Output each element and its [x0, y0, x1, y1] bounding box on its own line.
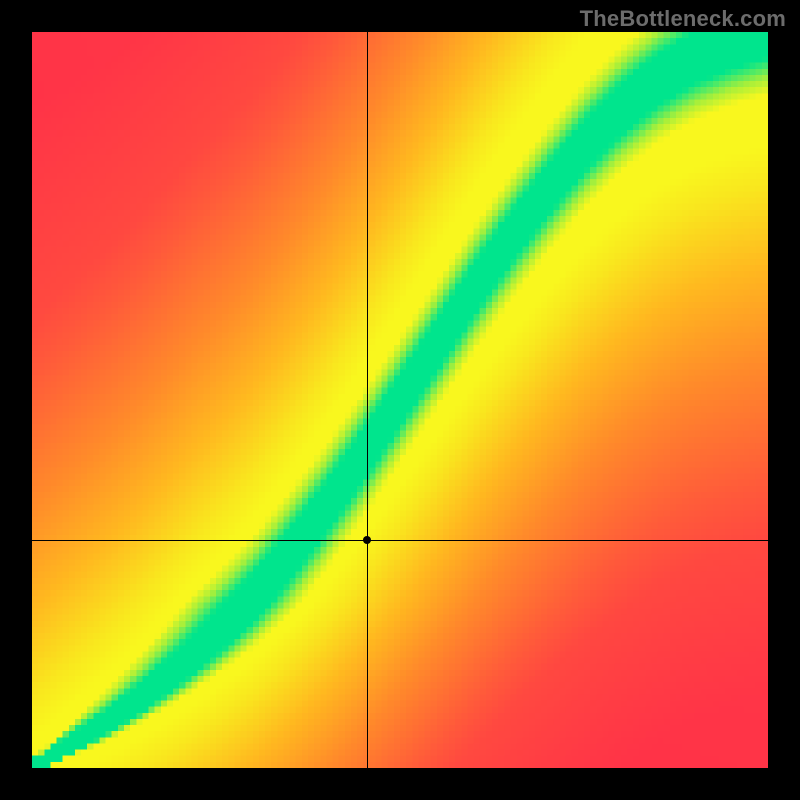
watermark-text: TheBottleneck.com: [580, 6, 786, 32]
crosshair-marker: [363, 536, 371, 544]
heatmap-plot: [32, 32, 768, 768]
crosshair-vertical: [367, 32, 368, 768]
crosshair-horizontal: [32, 540, 768, 541]
heatmap-canvas: [32, 32, 768, 768]
